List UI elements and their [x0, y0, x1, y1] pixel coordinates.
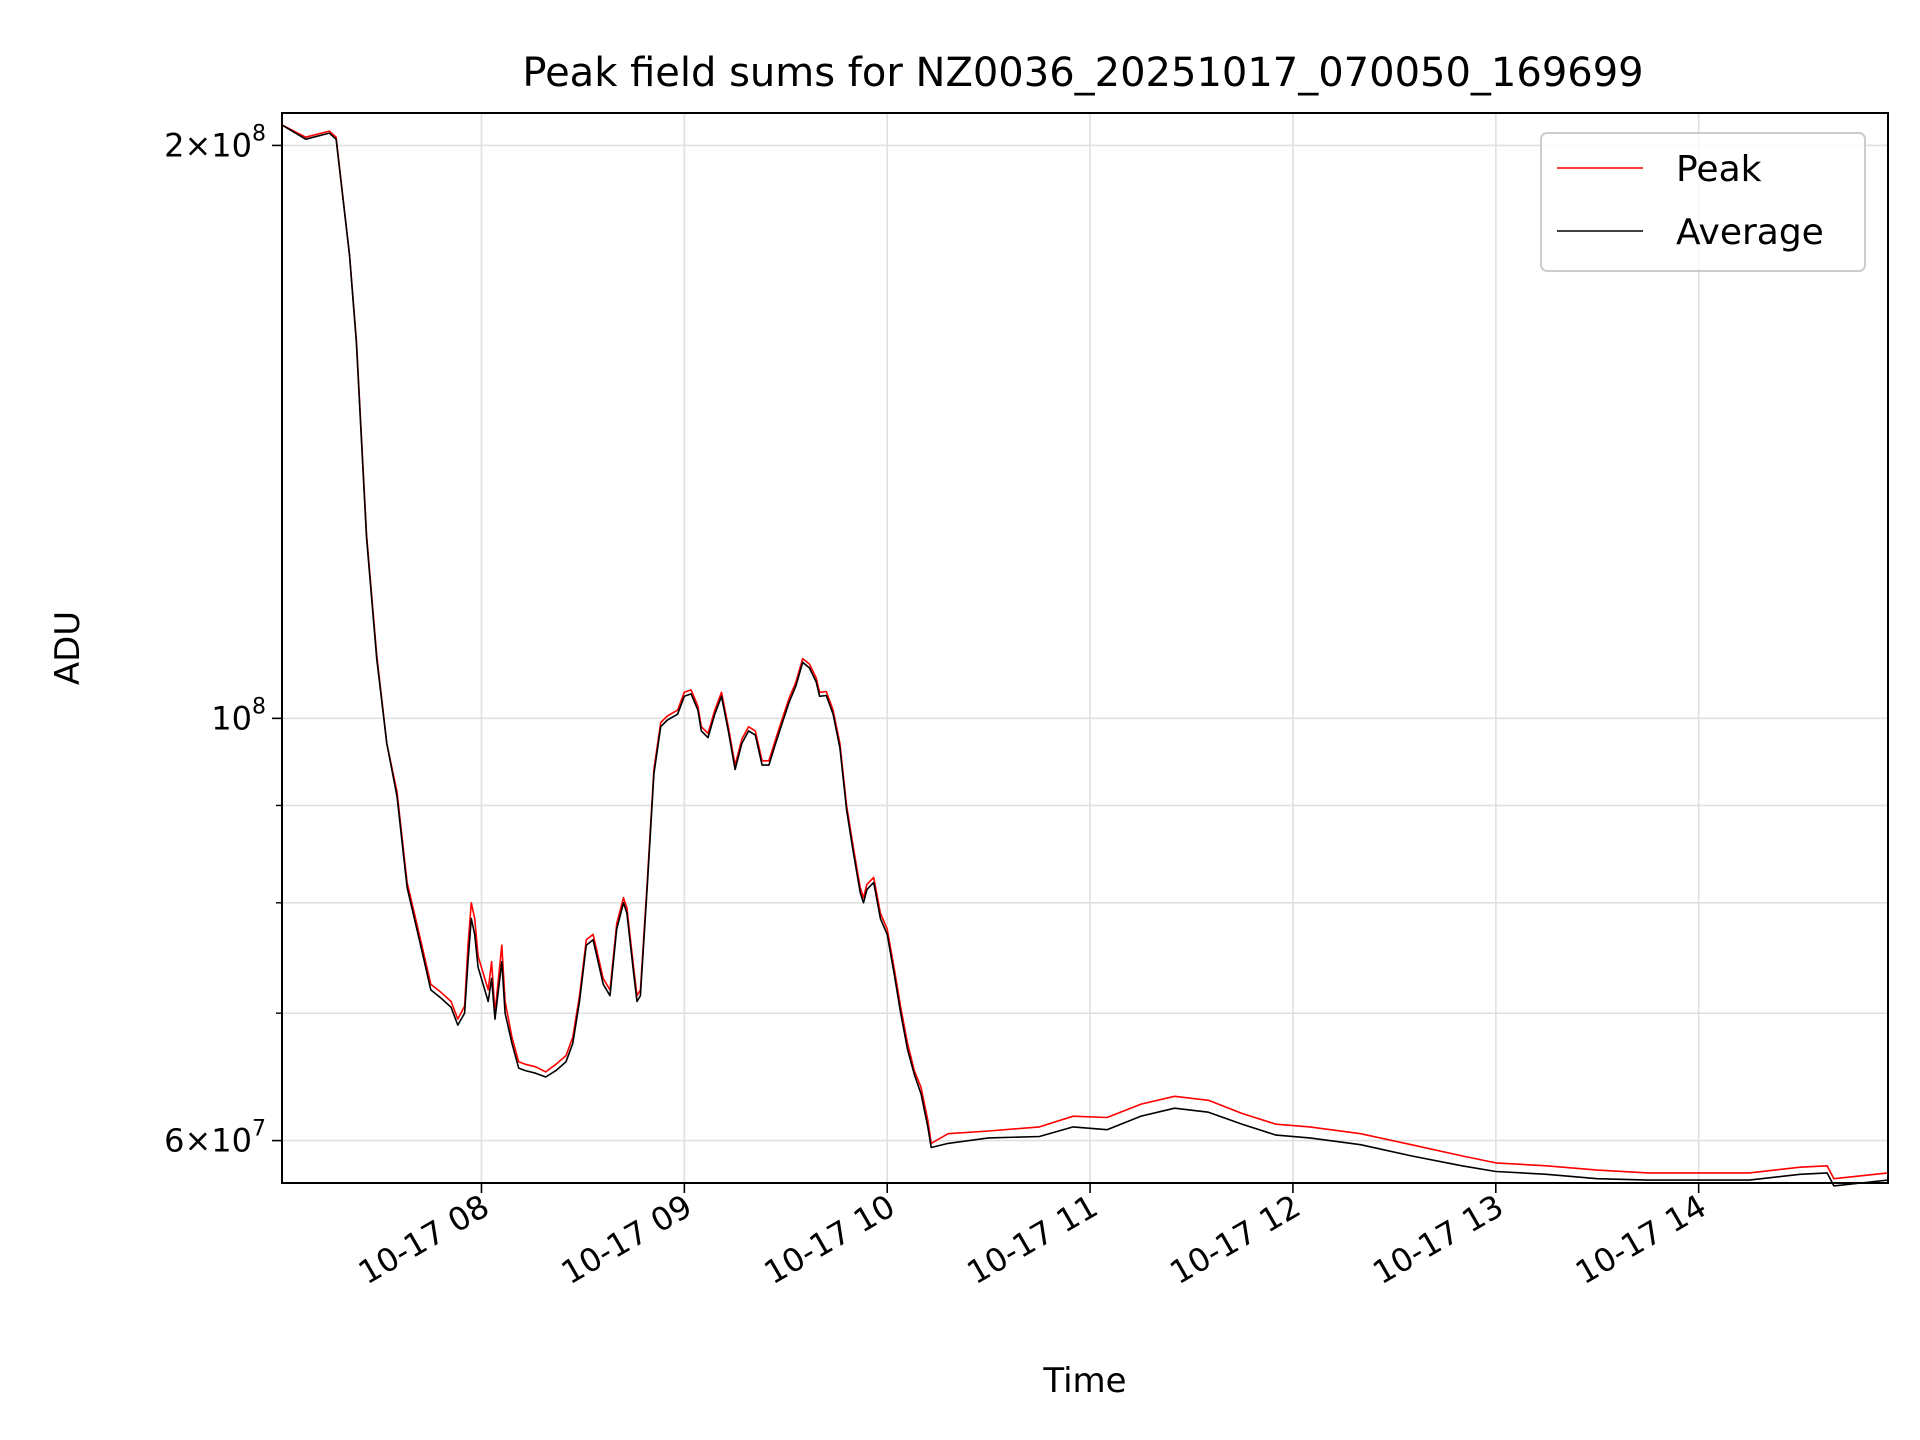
legend-peak-label: Peak	[1676, 149, 1762, 190]
x-axis-label: Time	[1042, 1361, 1126, 1401]
y-tick-label: 2×108	[164, 121, 266, 164]
grid	[282, 113, 1888, 1183]
y-tick-exponent: 7	[252, 1117, 266, 1142]
y-axis-label: ADU	[48, 611, 88, 685]
y-tick-base: 6×10	[164, 1122, 252, 1160]
y-tick-exponent: 8	[252, 694, 266, 719]
legend: Peak Average	[1540, 132, 1866, 272]
y-tick-base: 10	[211, 699, 252, 737]
series-layer	[281, 124, 1889, 1187]
y-tick-exponent: 8	[252, 121, 266, 146]
y-tick-label: 6×107	[164, 1117, 266, 1160]
plot-background	[282, 113, 1888, 1183]
series-line-peak	[281, 124, 1889, 1180]
y-tick-base: 2×10	[164, 126, 252, 164]
series-line-average	[281, 124, 1889, 1187]
chart-title: Peak field sums for NZ0036_20251017_0700…	[522, 50, 1643, 96]
plot-frame	[281, 112, 1889, 1184]
y-tick-label: 108	[211, 694, 266, 737]
legend-average-label: Average	[1676, 212, 1824, 253]
